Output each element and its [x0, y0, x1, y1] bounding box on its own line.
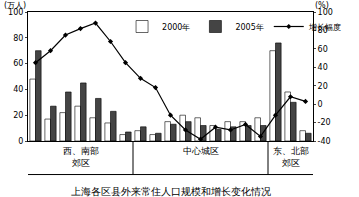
svg-text:0: 0 — [318, 100, 323, 109]
svg-text:(万人): (万人) — [4, 1, 26, 10]
svg-text:40: 40 — [13, 85, 23, 94]
svg-text:80: 80 — [13, 34, 23, 43]
svg-text:100: 100 — [318, 8, 333, 17]
svg-text:-40: -40 — [318, 137, 331, 146]
svg-text:东、北部郊区: 东、北部郊区 — [273, 146, 309, 168]
svg-text:西、南部郊区: 西、南部郊区 — [63, 146, 99, 168]
svg-text:0: 0 — [18, 137, 23, 146]
svg-text:100: 100 — [8, 8, 23, 17]
svg-text:增长幅度: 增长幅度 — [308, 23, 341, 32]
svg-text:40: 40 — [318, 63, 328, 72]
svg-text:60: 60 — [13, 59, 23, 68]
svg-text:(%): (%) — [315, 1, 329, 10]
svg-text:20: 20 — [13, 111, 23, 120]
svg-text:-20: -20 — [318, 118, 331, 127]
svg-text:上海各区县外来常住人口规模和增长变化情况: 上海各区县外来常住人口规模和增长变化情况 — [71, 186, 271, 197]
svg-text:2005年: 2005年 — [235, 23, 263, 32]
svg-text:20: 20 — [318, 82, 328, 91]
svg-text:60: 60 — [318, 45, 328, 54]
svg-text:中心城区: 中心城区 — [183, 146, 219, 156]
svg-text:2000年: 2000年 — [162, 23, 190, 32]
